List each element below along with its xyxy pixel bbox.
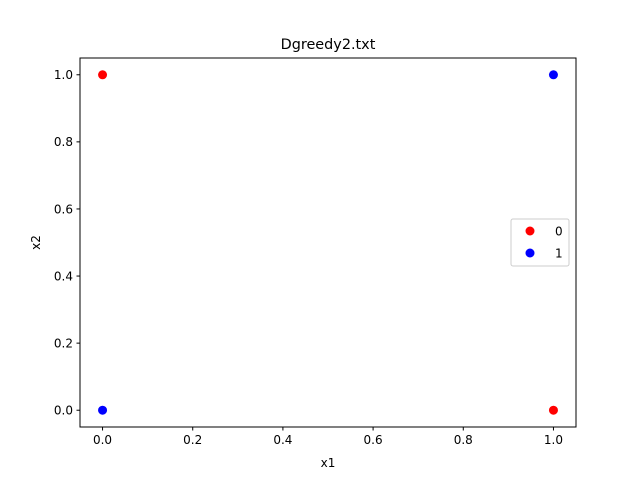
y-tick-label: 0.8 xyxy=(54,135,73,149)
legend-box xyxy=(510,218,570,267)
legend-label: 1 xyxy=(555,246,563,260)
data-point-series-0 xyxy=(98,70,108,80)
y-tick-label: 1.0 xyxy=(54,68,73,82)
x-tick-label: 0.8 xyxy=(454,433,473,447)
x-tick-label: 0.6 xyxy=(364,433,383,447)
legend-marker-0 xyxy=(525,226,535,236)
x-tick-label: 0.0 xyxy=(93,433,112,447)
legend: 01 xyxy=(510,218,570,267)
data-points xyxy=(98,70,558,415)
x-tick-label: 0.2 xyxy=(183,433,202,447)
data-point-series-0 xyxy=(548,405,558,415)
chart-title: Dgreedy2.txt xyxy=(281,37,376,53)
x-axis-ticks: 0.0 0.2 0.4 0.6 0.8 1.0 xyxy=(93,427,563,447)
legend-marker-1 xyxy=(525,248,535,258)
y-tick-label: 0.6 xyxy=(54,202,73,216)
data-point-series-1 xyxy=(98,405,108,415)
x-axis-label: x1 xyxy=(321,456,336,470)
x-tick-label: 0.4 xyxy=(273,433,292,447)
plot-area xyxy=(79,57,577,428)
data-point-series-1 xyxy=(548,70,558,80)
legend-label: 0 xyxy=(555,224,563,238)
y-tick-label: 0.0 xyxy=(54,404,73,418)
x-tick-label: 1.0 xyxy=(544,433,563,447)
y-tick-label: 0.2 xyxy=(54,336,73,350)
y-axis-label: x2 xyxy=(29,235,43,250)
y-tick-label: 0.4 xyxy=(54,269,73,283)
y-axis-ticks: 0.0 0.2 0.4 0.6 0.8 1.0 xyxy=(54,68,80,418)
